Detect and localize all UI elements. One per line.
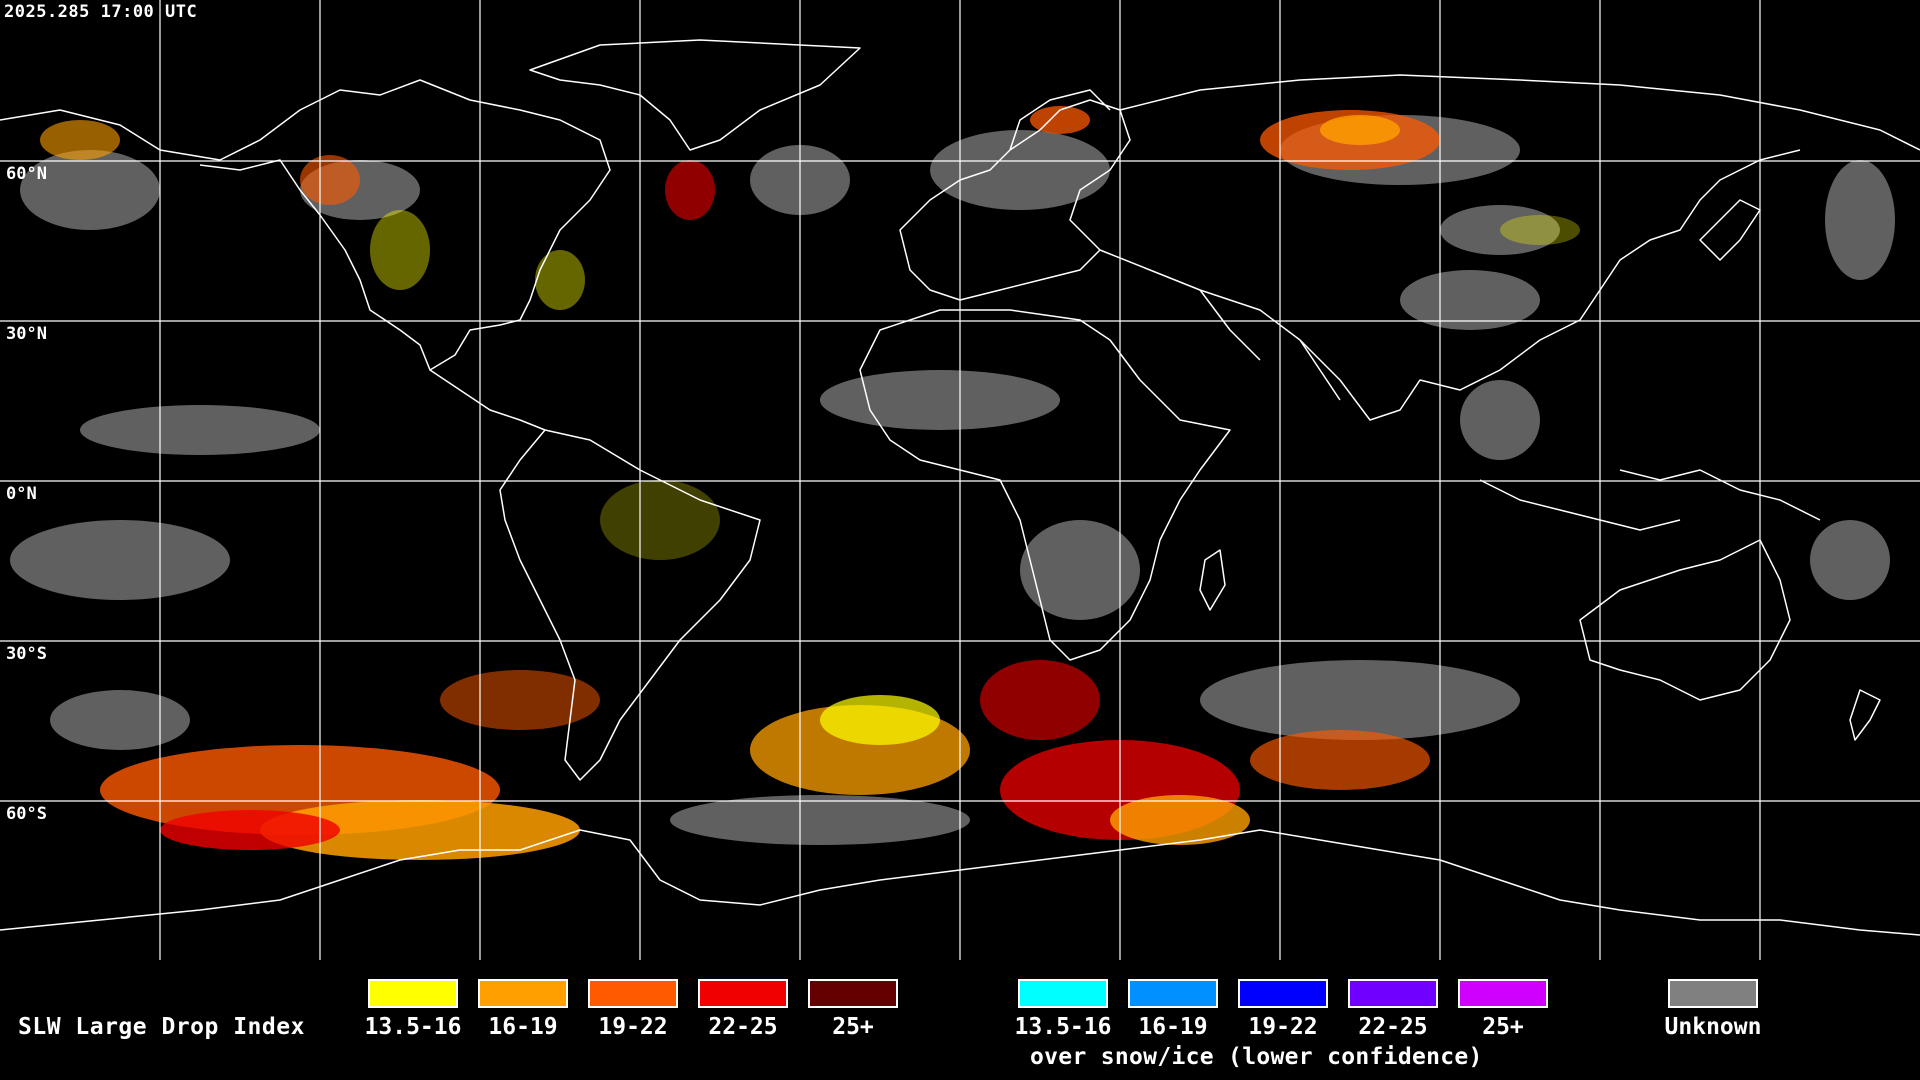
graticule	[0, 0, 1920, 960]
swatch-snow-22-25	[1348, 979, 1438, 1008]
swatch-snow-25-plus	[1458, 979, 1548, 1008]
label-19-22: 19-22	[598, 1014, 668, 1040]
snow-ice-note: over snow/ice (lower confidence)	[1030, 1044, 1483, 1070]
swatch-snow-19-22	[1238, 979, 1328, 1008]
label-22-25: 22-25	[708, 1014, 778, 1040]
label-snow-19-22: 19-22	[1248, 1014, 1318, 1040]
label-snow-16-19: 16-19	[1138, 1014, 1208, 1040]
swatch-19-22	[588, 979, 678, 1008]
label-snow-22-25: 22-25	[1358, 1014, 1428, 1040]
label-snow-13-5-16: 13.5-16	[1014, 1014, 1112, 1040]
swatch-unknown	[1668, 979, 1758, 1008]
label-16-19: 16-19	[488, 1014, 558, 1040]
lat-label-60n: 60°N	[6, 164, 47, 184]
swatch-snow-13-5-16	[1018, 979, 1108, 1008]
lat-label-30s: 30°S	[6, 644, 47, 664]
timestamp: 2025.285 17:00 UTC	[4, 2, 198, 22]
swatch-13-5-16	[368, 979, 458, 1008]
swatch-16-19	[478, 979, 568, 1008]
lat-label-60s: 60°S	[6, 804, 47, 824]
label-unknown: Unknown	[1664, 1014, 1762, 1040]
label-13-5-16: 13.5-16	[364, 1014, 462, 1040]
label-25-plus: 25+	[832, 1014, 874, 1040]
swatch-snow-16-19	[1128, 979, 1218, 1008]
coastlines	[0, 39, 1920, 936]
lat-label-30n: 30°N	[6, 324, 47, 344]
swatch-22-25	[698, 979, 788, 1008]
world-map	[0, 0, 1920, 960]
legend-title: SLW Large Drop Index	[18, 1014, 305, 1040]
swatch-25-plus	[808, 979, 898, 1008]
lat-label-0n: 0°N	[6, 484, 37, 504]
label-snow-25-plus: 25+	[1482, 1014, 1524, 1040]
